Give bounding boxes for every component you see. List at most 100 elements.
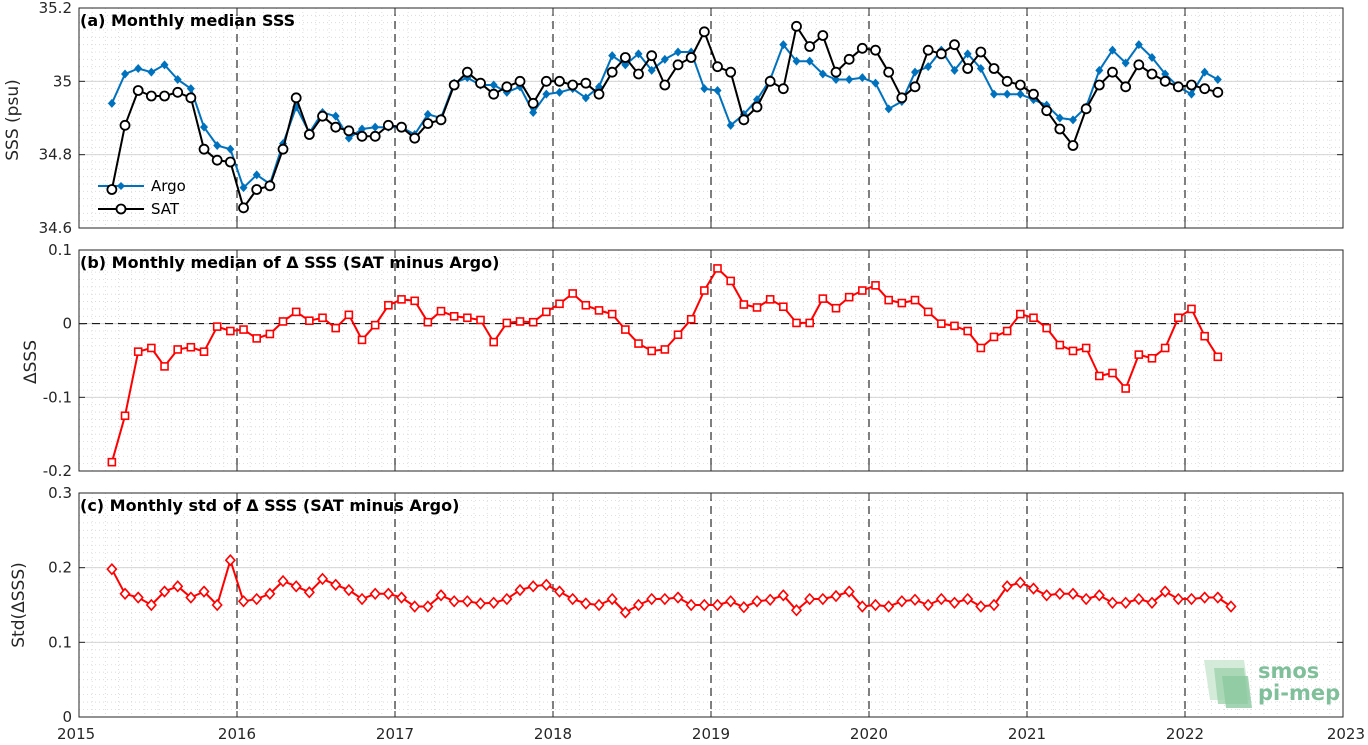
argo-series-point: [924, 62, 933, 72]
delta-series-point: [211, 598, 223, 612]
sat-series-point: [1107, 66, 1118, 78]
delta-series-point: [330, 578, 342, 592]
x-tick-label: 2019: [692, 725, 730, 743]
sat-series-point: [870, 44, 881, 56]
delta-series-point: [594, 306, 604, 315]
delta-series-point: [463, 313, 472, 323]
delta-series-point: [858, 286, 867, 295]
sat-series-point: [830, 66, 842, 78]
delta-series-point: [726, 276, 735, 286]
sat-series-point: [777, 83, 789, 95]
delta-series-point: [107, 457, 117, 467]
argo-series-point: [1068, 115, 1077, 125]
delta-series-point: [1067, 587, 1079, 600]
argo-series-point: [989, 89, 998, 99]
sat-series-point: [422, 118, 434, 129]
argo-series-point: [331, 111, 340, 121]
delta-series-point: [659, 592, 671, 606]
argo-series-point: [200, 122, 209, 132]
y-tick-label: 0: [62, 315, 72, 333]
delta-series-point: [422, 600, 434, 613]
delta-series-point: [1199, 591, 1211, 604]
delta-series-point: [1225, 600, 1237, 613]
argo-series-point: [976, 64, 985, 73]
sat-series-point: [896, 92, 908, 104]
delta-series-point: [158, 585, 171, 598]
delta-series-point: [185, 591, 197, 604]
argo-series-point: [845, 75, 854, 84]
legend: Argo SAT: [98, 177, 186, 218]
delta-series-point: [1055, 340, 1065, 350]
y-tick-label: 35.2: [39, 0, 72, 17]
delta-series-point: [1081, 343, 1091, 353]
sat-series-point: [580, 77, 592, 89]
sat-series-point: [1067, 140, 1079, 151]
legend-argo-marker: [117, 182, 125, 190]
delta-series-point: [1041, 589, 1053, 602]
smos-pimep-logo: smos pi-mep: [1204, 659, 1340, 708]
legend-sat-label: SAT: [151, 200, 180, 218]
y-tick-label: 0.3: [48, 484, 72, 502]
delta-series-point: [331, 323, 340, 333]
data-layer: [106, 20, 1237, 619]
delta-series-point: [1159, 585, 1171, 598]
delta-series-point: [132, 591, 144, 604]
sat-series-point: [409, 132, 421, 144]
sat-series-point: [1014, 79, 1026, 91]
delta-series-point: [884, 295, 893, 305]
argo-series-point: [858, 73, 867, 83]
sat-series-point: [817, 30, 829, 41]
delta-series-point: [963, 326, 972, 336]
delta-series-point: [752, 303, 762, 312]
delta-series-point: [607, 309, 617, 319]
sat-series-point: [540, 75, 552, 87]
delta-series-point: [989, 332, 999, 342]
argo-series-point: [660, 54, 669, 64]
delta-series-point: [739, 300, 749, 309]
delta-series-point: [291, 307, 301, 317]
sat-series-point: [606, 66, 618, 78]
y-tick-label: 0: [62, 708, 72, 726]
delta-series-point: [686, 314, 696, 324]
delta-series-point: [106, 562, 118, 576]
argo-series-point: [147, 67, 156, 77]
delta-series-point: [738, 601, 750, 614]
panel-b-title: (b) Monthly median of Δ SSS (SAT minus A…: [80, 253, 499, 272]
sat-series-point: [1199, 83, 1211, 95]
delta-series-point: [779, 302, 788, 312]
delta-series-point: [224, 554, 236, 567]
delta-series-point: [1200, 331, 1209, 341]
delta-series-point: [818, 294, 828, 303]
sat-series-point: [1054, 123, 1066, 135]
sat-series-point: [764, 75, 776, 87]
argo-series-point: [529, 108, 538, 117]
x-tick-label: 2015: [57, 725, 95, 743]
logo-line1: smos: [1258, 659, 1319, 683]
argo-series-point: [213, 141, 222, 150]
sat-series-point: [922, 44, 934, 56]
delta-series-point: [792, 318, 801, 328]
delta-series-point: [251, 592, 263, 606]
argo-series-point: [173, 75, 182, 84]
delta-series-point: [264, 587, 276, 600]
delta-series-point: [593, 598, 605, 612]
x-tick-label: 2016: [218, 725, 256, 743]
delta-series-point: [1001, 580, 1013, 593]
delta-series-point: [647, 346, 656, 356]
sat-series-point: [1120, 81, 1132, 93]
delta-series-point: [1054, 587, 1066, 600]
sat-series-point: [1041, 105, 1053, 117]
sat-series-point: [461, 66, 473, 78]
delta-series-point: [237, 595, 250, 608]
argo-series-point: [963, 49, 972, 59]
sat-series-point: [962, 63, 974, 74]
delta-series-point: [303, 586, 315, 599]
argo-series-point: [818, 69, 827, 79]
sat-series-point: [448, 79, 460, 91]
delta-series-point: [843, 585, 855, 598]
delta-series-point: [239, 325, 248, 334]
delta-series-point: [540, 578, 552, 592]
delta-series-point: [1108, 368, 1117, 378]
sat-series-point: [317, 110, 328, 122]
